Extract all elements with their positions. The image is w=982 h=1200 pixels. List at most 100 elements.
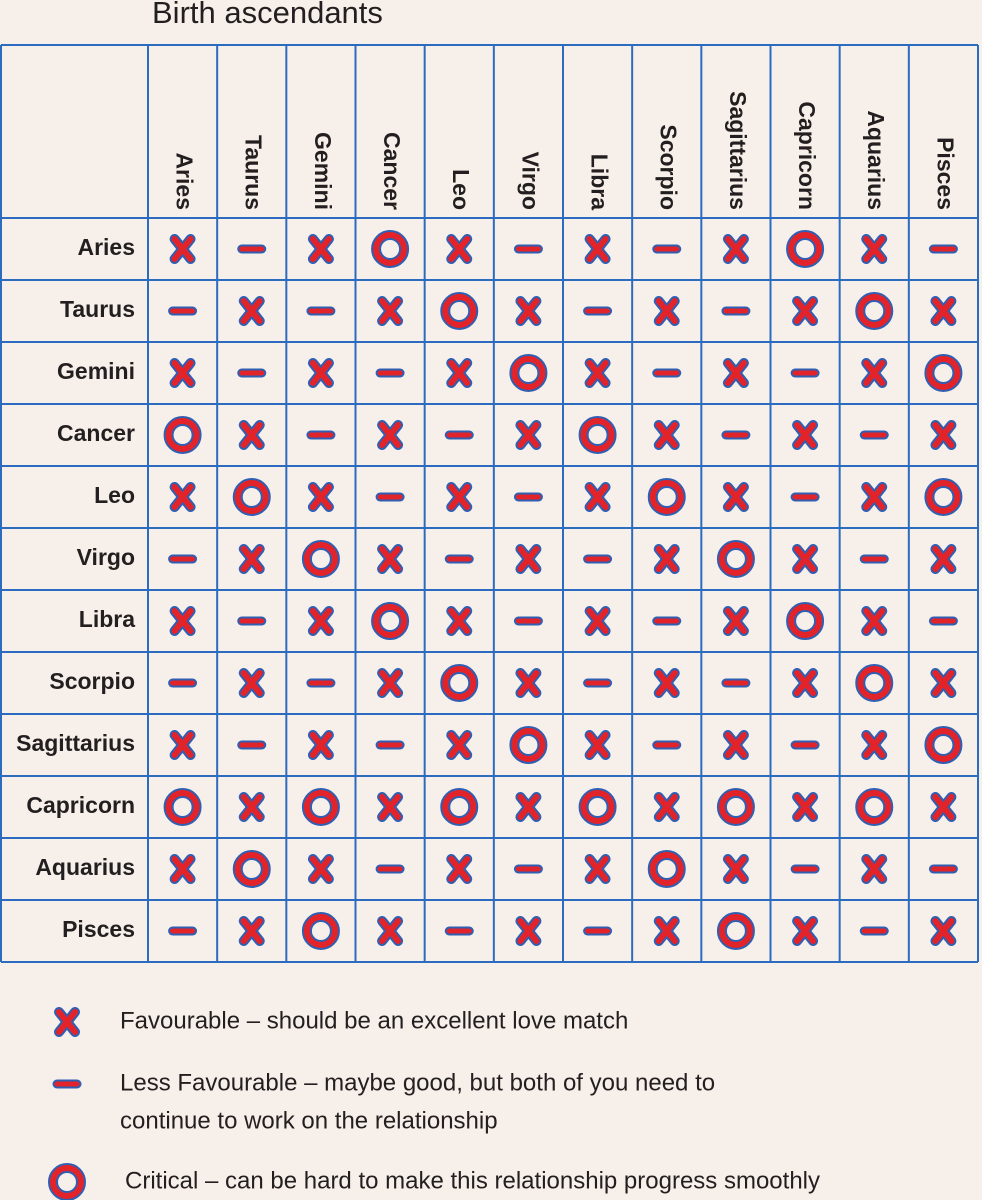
stroke	[794, 794, 817, 820]
symbol-circle	[786, 602, 825, 640]
symbol-cross	[515, 420, 542, 450]
stroke	[724, 236, 747, 262]
ring	[718, 914, 753, 948]
symbol-cross	[584, 482, 611, 512]
stroke	[448, 732, 471, 758]
stroke	[309, 360, 332, 386]
ring	[649, 480, 684, 514]
legend-text: Critical – can be hard to make this rela…	[125, 1167, 820, 1194]
stroke	[724, 484, 747, 510]
ring	[926, 356, 961, 390]
symbol-cross	[861, 482, 888, 512]
symbol-cross	[722, 358, 749, 388]
stroke	[309, 236, 332, 262]
ring	[303, 790, 338, 824]
stroke	[794, 422, 817, 448]
row-header: Scorpio	[49, 668, 135, 694]
stroke	[655, 546, 678, 572]
symbol-cross	[930, 916, 957, 946]
symbol-circle	[855, 788, 894, 826]
legend-text: Favourable – should be an excellent love…	[120, 1007, 628, 1034]
stroke	[655, 918, 678, 944]
symbol-cross	[722, 482, 749, 512]
stroke	[655, 298, 678, 324]
stroke	[724, 856, 747, 882]
symbol-cross	[238, 916, 265, 946]
stroke	[863, 608, 886, 634]
stroke	[863, 732, 886, 758]
ring	[442, 790, 477, 824]
stroke	[586, 360, 609, 386]
symbol-cross	[722, 854, 749, 884]
stroke	[379, 298, 402, 324]
symbol-cross	[861, 606, 888, 636]
symbol-cross	[792, 296, 819, 326]
symbol-circle	[163, 416, 202, 454]
symbol-circle	[232, 850, 271, 888]
legend-text: continue to work on the relationship	[120, 1107, 498, 1134]
ring	[788, 232, 823, 266]
symbol-circle	[301, 540, 340, 578]
symbol-circle	[578, 416, 617, 454]
stroke	[379, 794, 402, 820]
ring	[373, 232, 408, 266]
column-header: Taurus	[241, 135, 267, 210]
stroke	[932, 918, 955, 944]
symbol-circle	[301, 788, 340, 826]
stroke	[863, 236, 886, 262]
row-header: Pisces	[62, 916, 135, 942]
symbol-cross	[584, 358, 611, 388]
symbol-circle	[371, 602, 410, 640]
symbol-cross	[169, 854, 196, 884]
stroke	[586, 732, 609, 758]
symbol-cross	[792, 420, 819, 450]
row-header: Gemini	[57, 358, 135, 384]
stroke	[863, 360, 886, 386]
symbol-cross	[169, 234, 196, 264]
symbol-circle	[440, 788, 479, 826]
symbol-circle	[855, 292, 894, 330]
symbol-cross	[930, 668, 957, 698]
ring	[718, 542, 753, 576]
symbol-cross	[722, 234, 749, 264]
stroke	[240, 422, 263, 448]
symbol-cross	[169, 606, 196, 636]
stroke	[240, 918, 263, 944]
symbol-cross	[377, 544, 404, 574]
symbol-cross	[653, 296, 680, 326]
column-header: Gemini	[310, 132, 336, 210]
stroke	[448, 236, 471, 262]
row-header: Aries	[77, 234, 135, 260]
symbol-cross	[861, 730, 888, 760]
stroke	[240, 794, 263, 820]
row-header: Capricorn	[26, 792, 135, 818]
stroke	[171, 732, 194, 758]
symbol-cross	[377, 792, 404, 822]
symbol-circle	[716, 540, 755, 578]
stroke	[171, 236, 194, 262]
symbol-circle	[647, 478, 686, 516]
symbol-cross	[515, 916, 542, 946]
row-header: Libra	[79, 606, 135, 632]
legend-text: Less Favourable – maybe good, but both o…	[120, 1069, 715, 1096]
stroke	[586, 856, 609, 882]
symbol-circle	[440, 292, 479, 330]
stroke	[794, 670, 817, 696]
column-header: Capricorn	[794, 101, 820, 210]
stroke	[309, 732, 332, 758]
column-header: Libra	[587, 154, 613, 210]
symbol-cross	[722, 730, 749, 760]
symbol-cross	[515, 668, 542, 698]
symbol-cross	[792, 544, 819, 574]
symbol-cross	[446, 358, 473, 388]
symbol-cross	[792, 916, 819, 946]
ring	[303, 542, 338, 576]
stroke	[379, 422, 402, 448]
symbol-cross	[446, 606, 473, 636]
symbol-cross	[307, 358, 334, 388]
stroke	[724, 360, 747, 386]
stroke	[379, 546, 402, 572]
stroke	[932, 670, 955, 696]
symbol-cross	[377, 916, 404, 946]
